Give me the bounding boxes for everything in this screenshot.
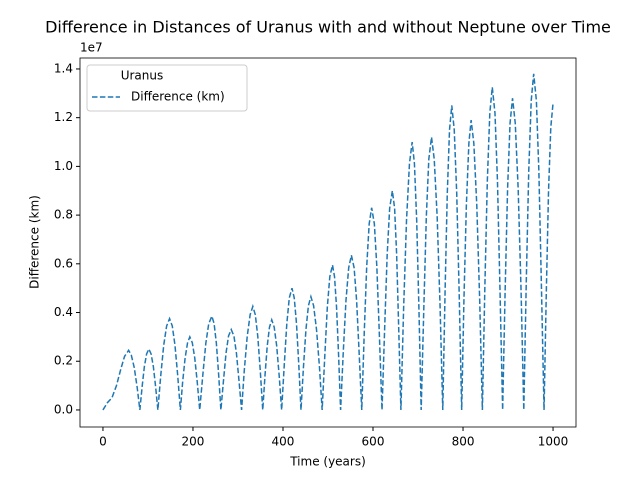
x-tick-label: 600	[362, 435, 385, 449]
x-tick-label: 0	[99, 435, 107, 449]
y-tick-label: 1.2	[54, 110, 73, 124]
x-tick-label: 200	[182, 435, 205, 449]
x-axis-label: Time (years)	[289, 455, 366, 469]
y-tick-label: 0.4	[54, 305, 73, 319]
x-tick-label: 1000	[538, 435, 569, 449]
y-tick-label: 0.2	[54, 354, 73, 368]
y-axis-label: Difference (km)	[28, 195, 42, 289]
data-line	[102, 73, 554, 411]
chart-title: Difference in Distances of Uranus with a…	[45, 18, 611, 37]
y-tick-label: 0.8	[54, 208, 73, 222]
legend-title: Uranus	[121, 69, 164, 83]
y-tick-label: 0.6	[54, 256, 73, 270]
legend-label: Difference (km)	[131, 90, 225, 104]
x-tick-label: 800	[452, 435, 475, 449]
plot-frame	[79, 57, 577, 428]
y-tick-label: 1.0	[54, 159, 73, 173]
y-tick-label: 1.4	[54, 61, 73, 75]
y-tick-label: 0.0	[54, 402, 73, 416]
legend-box	[86, 64, 248, 112]
x-tick-label: 400	[272, 435, 295, 449]
y-offset-label: 1e7	[80, 41, 103, 55]
